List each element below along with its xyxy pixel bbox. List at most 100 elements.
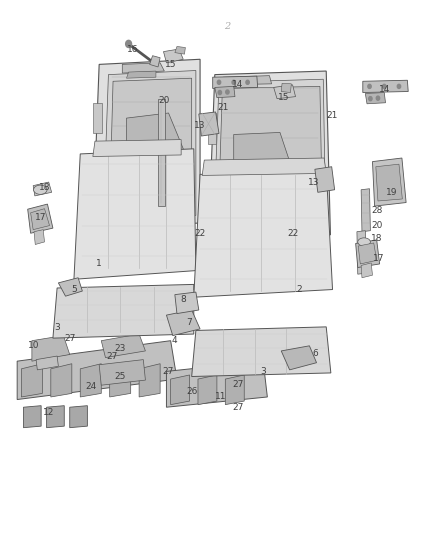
Polygon shape <box>175 292 199 313</box>
Text: 3: 3 <box>54 324 60 333</box>
Polygon shape <box>372 158 406 206</box>
Text: 14: 14 <box>379 85 391 94</box>
Text: 13: 13 <box>194 122 206 130</box>
Text: 5: 5 <box>71 285 77 294</box>
Polygon shape <box>139 364 160 397</box>
Text: 22: 22 <box>287 229 298 238</box>
Circle shape <box>368 84 371 88</box>
Circle shape <box>397 84 401 88</box>
Ellipse shape <box>34 185 47 195</box>
Polygon shape <box>376 164 403 201</box>
Text: 23: 23 <box>114 344 126 353</box>
Polygon shape <box>150 55 160 67</box>
Polygon shape <box>33 182 52 196</box>
Text: 4: 4 <box>172 336 178 345</box>
Polygon shape <box>32 336 70 361</box>
Polygon shape <box>225 375 244 405</box>
Polygon shape <box>99 360 145 385</box>
Polygon shape <box>110 78 192 208</box>
Circle shape <box>382 84 386 88</box>
Polygon shape <box>361 263 372 278</box>
Text: 27: 27 <box>163 367 174 376</box>
Polygon shape <box>93 59 200 228</box>
Polygon shape <box>74 149 196 279</box>
Polygon shape <box>93 103 102 133</box>
Polygon shape <box>24 406 41 427</box>
Text: 1: 1 <box>96 260 102 269</box>
Polygon shape <box>166 361 267 407</box>
Polygon shape <box>198 375 217 405</box>
Text: 17: 17 <box>35 213 46 222</box>
Text: 18: 18 <box>371 234 382 243</box>
Polygon shape <box>127 113 185 192</box>
Circle shape <box>226 90 229 94</box>
Polygon shape <box>70 406 88 427</box>
Polygon shape <box>171 375 190 405</box>
Circle shape <box>218 91 222 94</box>
Polygon shape <box>281 346 317 370</box>
Text: 2: 2 <box>296 285 302 294</box>
Polygon shape <box>199 112 219 136</box>
Text: 15: 15 <box>165 60 177 69</box>
Polygon shape <box>101 334 145 358</box>
Text: 27: 27 <box>232 379 244 389</box>
Polygon shape <box>93 140 181 157</box>
Polygon shape <box>28 204 53 233</box>
Text: 22: 22 <box>194 229 206 238</box>
Polygon shape <box>80 364 101 397</box>
Text: 14: 14 <box>232 80 244 90</box>
Text: 19: 19 <box>385 188 397 197</box>
Text: 20: 20 <box>371 221 382 230</box>
Polygon shape <box>215 86 235 98</box>
Text: 16: 16 <box>127 45 138 53</box>
Text: 2: 2 <box>224 22 230 31</box>
Polygon shape <box>163 49 183 63</box>
Circle shape <box>376 96 380 100</box>
Text: 13: 13 <box>308 177 319 187</box>
Polygon shape <box>36 356 58 370</box>
Text: 12: 12 <box>43 408 54 417</box>
Polygon shape <box>234 132 293 206</box>
Polygon shape <box>363 80 408 93</box>
Polygon shape <box>51 364 72 397</box>
Text: 8: 8 <box>180 295 186 304</box>
Text: 27: 27 <box>64 334 75 343</box>
Polygon shape <box>214 79 326 230</box>
Polygon shape <box>356 240 380 268</box>
Polygon shape <box>357 231 366 274</box>
Polygon shape <box>110 364 131 397</box>
Polygon shape <box>361 189 371 232</box>
Polygon shape <box>208 184 216 215</box>
Polygon shape <box>166 310 200 336</box>
Polygon shape <box>93 174 102 205</box>
Polygon shape <box>365 93 385 104</box>
Polygon shape <box>103 70 196 218</box>
Polygon shape <box>202 158 326 175</box>
Polygon shape <box>218 86 322 222</box>
Polygon shape <box>21 364 42 397</box>
Text: 27: 27 <box>106 352 117 360</box>
Polygon shape <box>175 46 185 54</box>
Circle shape <box>232 80 235 84</box>
Text: 25: 25 <box>114 372 126 381</box>
Polygon shape <box>208 113 216 144</box>
Text: 18: 18 <box>39 183 50 192</box>
Ellipse shape <box>358 238 371 246</box>
Polygon shape <box>208 71 330 238</box>
Text: 15: 15 <box>279 93 290 102</box>
Text: 20: 20 <box>159 96 170 104</box>
Text: 3: 3 <box>260 367 266 376</box>
Text: 24: 24 <box>85 382 96 391</box>
Text: 21: 21 <box>327 111 338 120</box>
Text: 7: 7 <box>187 318 192 327</box>
Text: 6: 6 <box>313 349 318 358</box>
Polygon shape <box>122 63 164 73</box>
Polygon shape <box>127 71 156 78</box>
Circle shape <box>369 96 372 101</box>
Polygon shape <box>34 230 45 245</box>
Polygon shape <box>315 167 335 192</box>
Text: 27: 27 <box>232 403 244 411</box>
Polygon shape <box>223 76 272 85</box>
Polygon shape <box>358 243 377 264</box>
Text: 26: 26 <box>186 387 198 397</box>
